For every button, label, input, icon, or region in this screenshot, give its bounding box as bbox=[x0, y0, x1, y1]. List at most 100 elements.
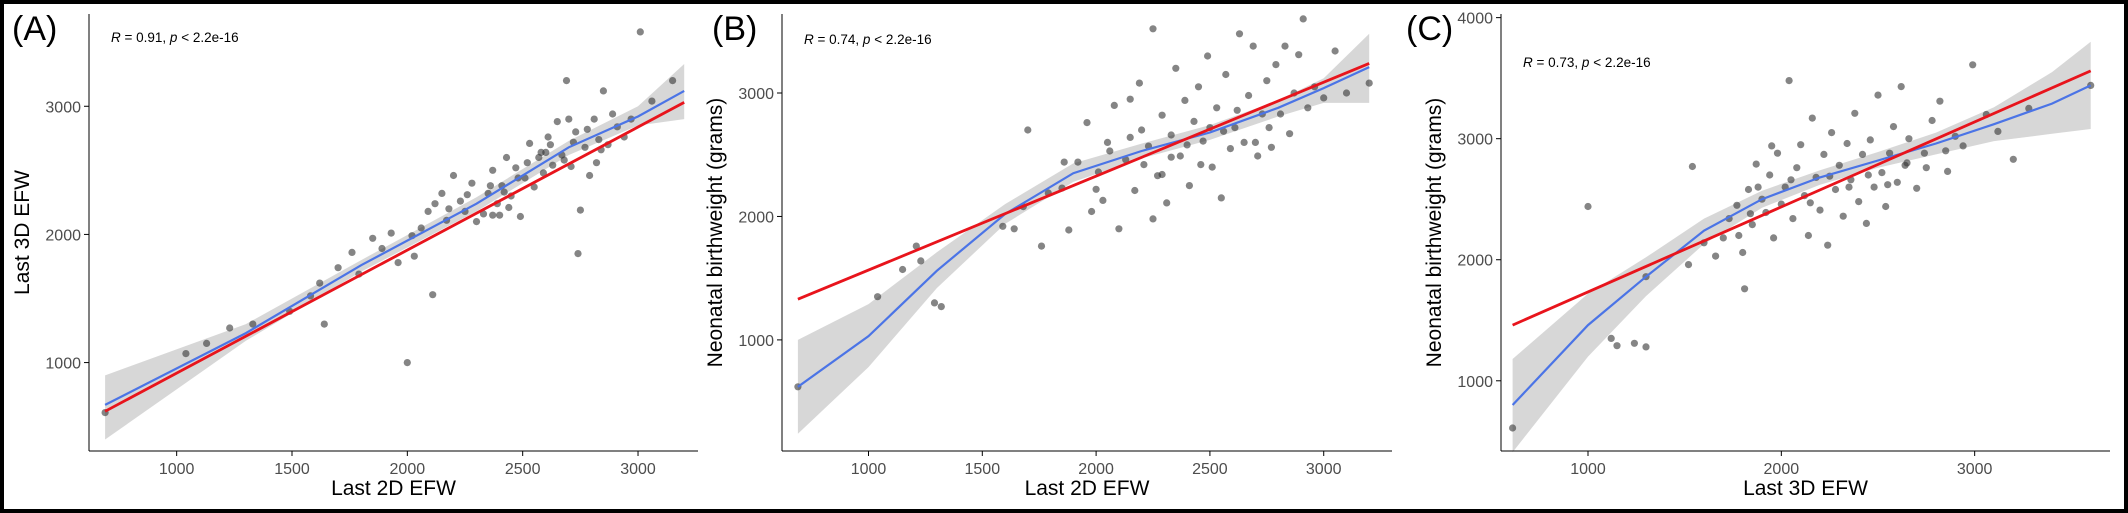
data-point bbox=[1149, 25, 1157, 33]
data-point bbox=[1199, 137, 1207, 145]
data-point bbox=[1884, 181, 1892, 189]
data-point bbox=[512, 164, 520, 172]
data-point bbox=[1167, 131, 1175, 139]
y-tick-label: 3000 bbox=[45, 99, 81, 116]
y-tick-label: 2000 bbox=[738, 209, 774, 226]
data-point bbox=[1820, 150, 1828, 158]
data-point bbox=[1037, 242, 1046, 250]
data-point bbox=[1886, 149, 1894, 157]
data-point bbox=[1787, 176, 1795, 184]
data-point bbox=[182, 350, 190, 358]
data-point bbox=[576, 206, 585, 214]
data-point bbox=[1806, 199, 1814, 207]
data-point bbox=[1808, 114, 1816, 122]
x-tick-label: 2000 bbox=[1764, 461, 1800, 478]
confidence-band bbox=[797, 33, 1370, 434]
data-point bbox=[1897, 83, 1905, 91]
data-point bbox=[1864, 171, 1872, 179]
data-point bbox=[581, 143, 589, 151]
panel-2: 1000 1500 2000 2500 3000 1000 2000 3000 Last 2D … bbox=[704, 10, 1392, 500]
data-point bbox=[403, 359, 411, 367]
data-point bbox=[1688, 162, 1696, 171]
loess-line bbox=[797, 66, 1370, 388]
data-point bbox=[1213, 104, 1221, 112]
data-point bbox=[1942, 147, 1950, 155]
linear-fit-line bbox=[797, 62, 1370, 301]
data-point bbox=[1642, 343, 1650, 351]
data-point bbox=[1994, 127, 2002, 135]
data-point bbox=[203, 339, 211, 347]
data-point bbox=[1845, 183, 1853, 191]
data-point bbox=[429, 291, 437, 299]
data-point bbox=[369, 234, 377, 242]
data-point bbox=[445, 205, 453, 213]
data-point bbox=[489, 166, 497, 174]
data-point bbox=[500, 188, 508, 196]
data-point bbox=[609, 110, 617, 118]
data-point bbox=[542, 148, 550, 156]
data-point bbox=[1233, 106, 1241, 114]
data-point bbox=[1138, 126, 1146, 134]
data-point bbox=[1770, 234, 1778, 242]
data-point bbox=[1235, 30, 1244, 38]
data-point bbox=[1831, 185, 1840, 194]
data-point bbox=[636, 28, 644, 36]
data-point bbox=[1106, 147, 1114, 155]
data-point bbox=[1158, 170, 1166, 179]
x-axis-title: Last 2D EFW bbox=[331, 477, 456, 500]
data-point bbox=[1083, 119, 1091, 127]
data-point bbox=[1733, 201, 1741, 209]
data-point bbox=[1135, 79, 1143, 87]
data-point bbox=[1263, 77, 1271, 85]
data-point bbox=[1286, 130, 1294, 138]
data-point bbox=[1509, 424, 1517, 432]
data-point bbox=[586, 171, 594, 180]
data-point bbox=[1254, 152, 1262, 160]
data-point bbox=[1320, 94, 1328, 102]
data-point bbox=[1855, 198, 1863, 206]
data-point bbox=[468, 179, 476, 187]
data-point bbox=[316, 279, 324, 287]
data-point bbox=[1878, 169, 1886, 177]
data-point bbox=[1754, 183, 1762, 191]
data-point bbox=[1276, 110, 1285, 118]
data-point bbox=[226, 324, 234, 332]
data-point bbox=[1828, 129, 1836, 137]
data-point bbox=[1752, 160, 1760, 168]
data-point bbox=[1245, 91, 1253, 100]
correlation-annotation: R = 0.74, p < 2.2e-16 bbox=[804, 32, 932, 47]
figure: 1000 1500 2000 2500 3000 1000 2000 3000 Last 2D … bbox=[4, 4, 2124, 509]
data-point bbox=[1773, 149, 1782, 157]
data-point bbox=[1789, 215, 1797, 223]
data-point bbox=[583, 125, 591, 133]
data-point bbox=[937, 303, 945, 311]
data-point bbox=[1299, 15, 1307, 23]
data-point bbox=[1944, 167, 1952, 175]
y-tick-label: 2000 bbox=[1457, 253, 1493, 270]
data-point bbox=[669, 77, 677, 85]
x-tick-label: 3000 bbox=[1957, 461, 1993, 478]
data-point bbox=[1584, 202, 1592, 211]
panel-label: (C) bbox=[1406, 10, 1453, 48]
data-point bbox=[505, 203, 513, 212]
data-point bbox=[1204, 52, 1212, 60]
data-point bbox=[1744, 185, 1753, 194]
linear-fit-line bbox=[1512, 69, 2092, 327]
data-point bbox=[1222, 70, 1230, 79]
data-point bbox=[1220, 127, 1228, 135]
confidence-band bbox=[105, 64, 685, 440]
data-point bbox=[1065, 226, 1073, 234]
data-point bbox=[1804, 231, 1812, 240]
data-point bbox=[899, 265, 907, 274]
data-point bbox=[1295, 51, 1303, 59]
data-point bbox=[1231, 124, 1239, 132]
data-point bbox=[456, 197, 464, 205]
data-point bbox=[1768, 142, 1776, 150]
data-point bbox=[1092, 185, 1100, 193]
data-point bbox=[1920, 149, 1928, 157]
data-point bbox=[1183, 141, 1191, 149]
data-point bbox=[523, 159, 531, 167]
panel-label: (B) bbox=[712, 10, 757, 48]
data-point bbox=[1217, 194, 1225, 202]
data-point bbox=[560, 156, 568, 164]
